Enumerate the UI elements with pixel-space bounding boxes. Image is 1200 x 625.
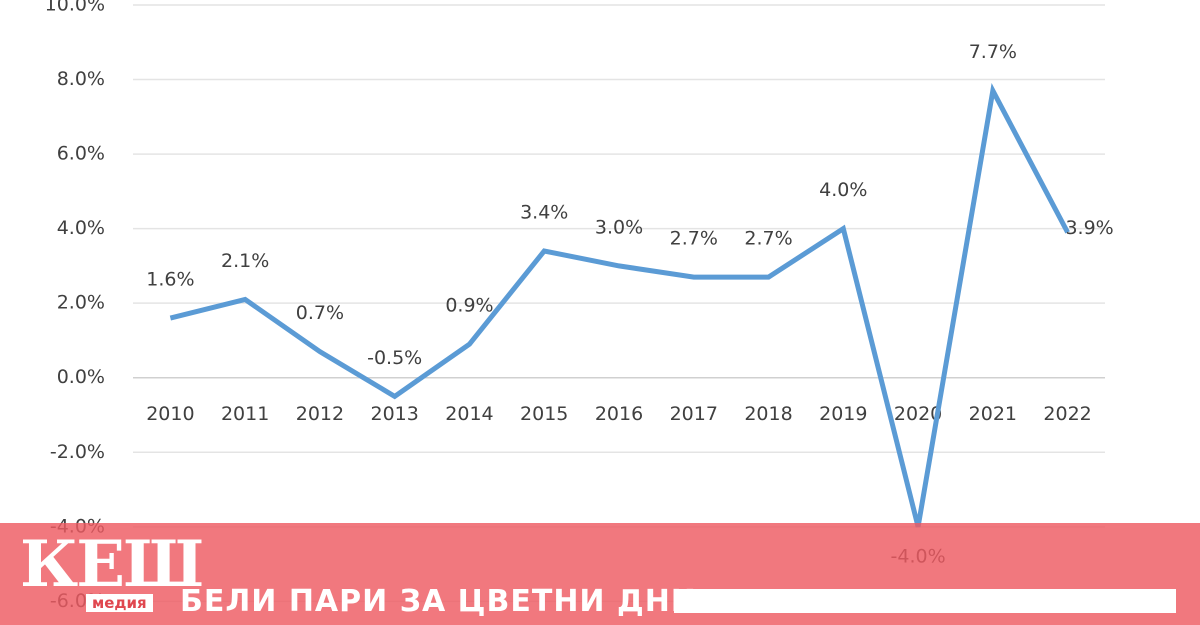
y-tick-label: 0.0% (57, 366, 105, 388)
data-label: 3.0% (595, 216, 643, 238)
banner-bar (674, 589, 1176, 613)
data-label: 2.7% (744, 228, 792, 250)
data-label: 3.4% (520, 202, 568, 224)
x-tick-label: 2010 (146, 403, 194, 425)
logo-sub: медия (86, 594, 153, 612)
y-tick-label: -2.0% (50, 441, 105, 463)
y-tick-label: 8.0% (57, 68, 105, 90)
data-label: 0.9% (445, 295, 493, 317)
data-label: 2.7% (670, 228, 718, 250)
data-label: 2.1% (221, 250, 269, 272)
data-label: 7.7% (969, 41, 1017, 63)
y-tick-label: 6.0% (57, 143, 105, 165)
y-tick-label: 2.0% (57, 292, 105, 314)
x-tick-label: 2015 (520, 403, 568, 425)
y-tick-label: 10.0% (45, 0, 105, 16)
data-label: 4.0% (819, 179, 867, 201)
logo: КЕШ (20, 527, 204, 602)
data-label: 0.7% (296, 302, 344, 324)
x-tick-label: 2013 (371, 403, 419, 425)
x-tick-label: 2019 (819, 403, 867, 425)
x-tick-label: 2018 (744, 403, 792, 425)
data-label: 3.9% (1065, 217, 1113, 239)
x-tick-label: 2020 (894, 403, 942, 425)
data-label: -0.5% (367, 347, 422, 369)
x-tick-label: 2021 (969, 403, 1017, 425)
data-label: 1.6% (146, 269, 194, 291)
x-tick-label: 2011 (221, 403, 269, 425)
x-tick-label: 2017 (670, 403, 718, 425)
x-tick-label: 2012 (296, 403, 344, 425)
x-tick-label: 2016 (595, 403, 643, 425)
y-tick-label: 4.0% (57, 217, 105, 239)
slogan: БЕЛИ ПАРИ ЗА ЦВЕТНИ ДНИ (180, 584, 697, 619)
x-tick-label: 2022 (1043, 403, 1091, 425)
x-tick-label: 2014 (445, 403, 493, 425)
